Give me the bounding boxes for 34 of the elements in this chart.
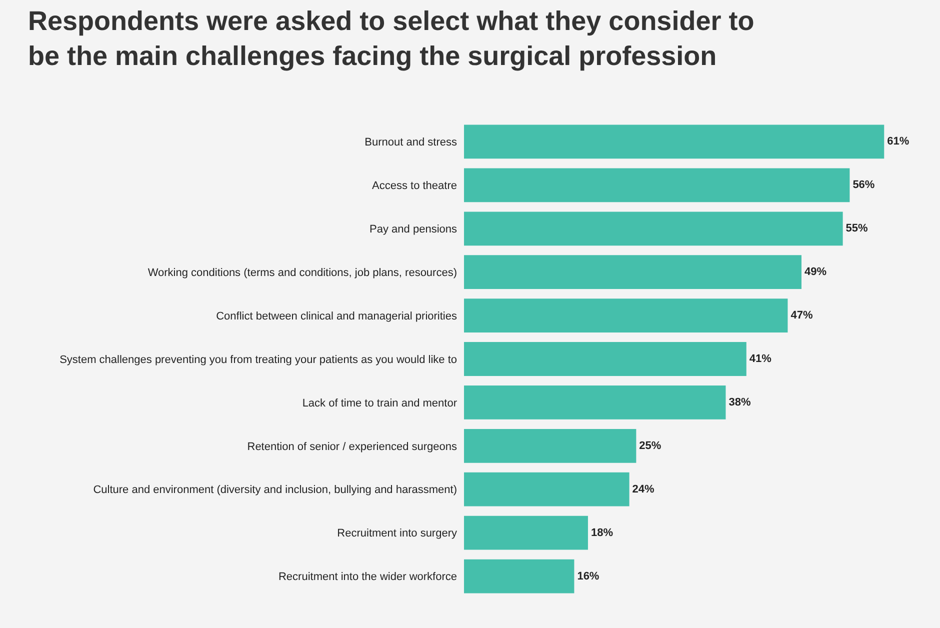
y-tick-label: Working conditions (terms and conditions, job plans, resources) (148, 266, 457, 279)
data-label: 24% (632, 483, 655, 496)
y-tick-label: Burnout and stress (364, 136, 458, 149)
data-label: 49% (804, 266, 827, 278)
chart-title: Respondents were asked to select what they consider to be the main challenges facing the surgical profession (28, 6, 754, 72)
bar (464, 516, 588, 550)
bar (464, 386, 726, 420)
bar (464, 255, 802, 290)
bar (464, 124, 884, 159)
y-tick-label: Retention of senior / experienced surgeons (247, 440, 458, 453)
bar (464, 342, 746, 376)
y-tick-label: Recruitment into the wider workforce (278, 571, 457, 584)
bar (464, 428, 636, 463)
data-label: 38% (728, 396, 751, 408)
bar (464, 298, 788, 332)
data-label: 41% (749, 353, 772, 365)
y-tick-label: Lack of time to train and mentor (302, 397, 458, 410)
y-tick-label: Pay and pensions (370, 223, 458, 236)
data-label: 61% (887, 136, 910, 148)
data-label: 55% (846, 222, 868, 235)
y-tick-label: System challenges preventing you from treating your patients as you would like to (60, 354, 457, 366)
data-label: 47% (790, 310, 813, 322)
y-tick-label: Recruitment into surgery (337, 528, 458, 540)
y-tick-label: Culture and environment (diversity and inclusion, bullying and harassment) (93, 484, 457, 496)
y-tick-label: Access to theatre (372, 180, 457, 192)
bar (464, 212, 843, 246)
y-tick-label: Conflict between clinical and managerial priorities (216, 310, 458, 322)
data-label: 16% (577, 570, 600, 582)
bar (464, 472, 630, 506)
bar (464, 168, 850, 202)
bar (464, 559, 574, 594)
data-label: 25% (639, 440, 662, 452)
data-label: 56% (852, 179, 875, 192)
data-label: 18% (590, 526, 614, 539)
